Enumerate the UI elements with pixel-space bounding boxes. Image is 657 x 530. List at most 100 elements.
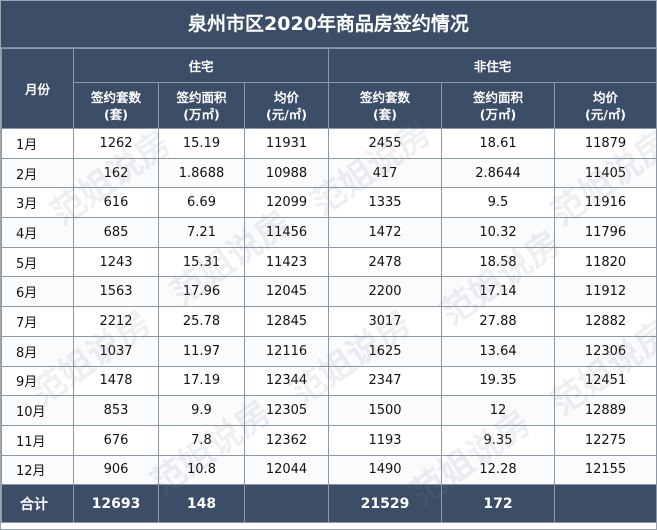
cell-non-price: 12155: [553, 454, 657, 486]
table-row: 10月 853 9.9 12305 1500 12 12889: [1, 395, 657, 426]
header-res-units: 签约套数 (套): [73, 82, 159, 129]
header-non-area-unit: (万㎡): [479, 106, 517, 122]
table-title: 泉州市区2020年商品房签约情况: [1, 1, 656, 48]
cell-non-price: 11820: [553, 246, 657, 278]
table-row: 12月 906 10.8 12044 1490 12.28 12155: [1, 454, 657, 486]
cell-res-units: 676: [73, 424, 159, 456]
cell-res-units: 162: [73, 157, 159, 189]
header-res-units-label: 签约套数: [90, 89, 141, 105]
cell-non-area: 9.35: [441, 424, 555, 456]
total-row: 合计 12693 148 21529 172: [1, 484, 657, 524]
cell-non-price: 12275: [553, 424, 657, 456]
header-non-price-unit: (元/㎡): [585, 106, 627, 122]
cell-month: 9月: [1, 365, 74, 397]
cell-res-price: 12045: [244, 276, 329, 308]
header-res-area: 签约面积 (万㎡): [158, 82, 245, 129]
cell-non-area: 2.8644: [441, 157, 555, 189]
cell-res-units: 853: [73, 395, 159, 426]
cell-non-area: 18.61: [441, 128, 555, 159]
cell-non-units: 1193: [328, 424, 442, 456]
cell-non-price: 12882: [553, 306, 657, 337]
cell-res-area: 6.69: [158, 187, 245, 219]
cell-month: 3月: [1, 187, 74, 219]
header-res-units-unit: (套): [104, 106, 128, 122]
cell-res-price: 11931: [244, 128, 329, 159]
cell-non-price: 12451: [553, 365, 657, 397]
cell-res-area: 9.9: [158, 395, 245, 426]
cell-res-area: 15.19: [158, 128, 245, 159]
cell-non-units: 2478: [328, 246, 442, 278]
header-res-price-unit: (元/㎡): [266, 106, 307, 122]
cell-non-area: 13.64: [441, 335, 555, 367]
header-non-residential: 非住宅: [327, 48, 657, 83]
table-row: 5月 1243 15.31 11423 2478 18.58 11820: [1, 246, 657, 278]
cell-non-units: 1335: [328, 187, 442, 219]
cell-res-units: 1563: [73, 276, 159, 308]
total-non-units: 21529: [328, 484, 442, 524]
header-res-price: 均价 (元/㎡): [244, 82, 329, 129]
total-res-units: 12693: [73, 484, 159, 524]
cell-non-units: 3017: [328, 306, 442, 337]
total-non-area: 172: [441, 484, 555, 524]
cell-non-units: 2347: [328, 365, 442, 397]
cell-res-price: 12099: [244, 187, 329, 219]
cell-non-units: 2200: [328, 276, 442, 308]
cell-non-units: 417: [328, 157, 442, 189]
cell-res-price: 12044: [244, 454, 329, 486]
table-row: 3月 616 6.69 12099 1335 9.5 11916: [1, 187, 657, 219]
cell-res-units: 1478: [73, 365, 159, 397]
cell-res-units: 685: [73, 217, 159, 248]
table-row: 1月 1262 15.19 11931 2455 18.61 11879: [1, 128, 657, 159]
cell-non-price: 11879: [553, 128, 657, 159]
table-row: 6月 1563 17.96 12045 2200 17.14 11912: [1, 276, 657, 308]
cell-res-price: 12116: [244, 335, 329, 367]
cell-month: 2月: [1, 157, 74, 189]
table-row: 8月 1037 11.97 12116 1625 13.64 12306: [1, 335, 657, 367]
table-row: 4月 685 7.21 11456 1472 10.32 11796: [1, 217, 657, 248]
cell-non-area: 17.14: [441, 276, 555, 308]
header-non-area-label: 签约面积: [472, 89, 523, 105]
cell-month: 8月: [1, 335, 74, 367]
cell-non-units: 1490: [328, 454, 442, 486]
cell-non-area: 10.32: [441, 217, 555, 248]
cell-res-area: 1.8688: [158, 157, 245, 189]
cell-res-price: 12362: [244, 424, 329, 456]
header-non-units-label: 签约套数: [359, 89, 410, 105]
sales-table: 月份 住宅 非住宅 签约套数 (套) 签约面积 (万㎡) 均价 (元/㎡): [1, 48, 657, 524]
header-non-units: 签约套数 (套): [328, 82, 442, 129]
cell-month: 10月: [1, 395, 74, 426]
cell-non-area: 12.28: [441, 454, 555, 486]
cell-res-area: 10.8: [158, 454, 245, 486]
cell-month: 1月: [1, 128, 74, 159]
cell-non-units: 2455: [328, 128, 442, 159]
cell-res-area: 11.97: [158, 335, 245, 367]
cell-res-price: 11423: [244, 246, 329, 278]
cell-res-area: 7.8: [158, 424, 245, 456]
total-res-price: [244, 484, 329, 524]
cell-non-price: 11916: [553, 187, 657, 219]
table-body: 1月 1262 15.19 11931 2455 18.61 11879 2月 162 1.868…: [1, 128, 657, 524]
cell-non-area: 12: [441, 395, 555, 426]
cell-res-price: 12344: [244, 365, 329, 397]
cell-non-units: 1500: [328, 395, 442, 426]
total-res-area: 148: [158, 484, 245, 524]
table-row: 2月 162 1.8688 10988 417 2.8644 11405: [1, 157, 657, 189]
header-res-area-unit: (万㎡): [183, 106, 220, 122]
header-res-price-label: 均价: [273, 89, 299, 105]
cell-res-area: 7.21: [158, 217, 245, 248]
cell-month: 7月: [1, 306, 74, 337]
cell-non-units: 1625: [328, 335, 442, 367]
header-res-area-label: 签约面积: [176, 89, 227, 105]
header-residential: 住宅: [73, 48, 329, 83]
table-row: 9月 1478 17.19 12344 2347 19.35 12451: [1, 365, 657, 397]
cell-non-units: 1472: [328, 217, 442, 248]
total-non-price: [553, 484, 657, 524]
cell-non-area: 27.88: [441, 306, 555, 337]
cell-month: 6月: [1, 276, 74, 308]
cell-month: 5月: [1, 246, 74, 278]
cell-non-price: 12306: [553, 335, 657, 367]
header-month: 月份: [1, 48, 74, 129]
cell-res-price: 10988: [244, 157, 329, 189]
cell-res-units: 616: [73, 187, 159, 219]
cell-non-area: 19.35: [441, 365, 555, 397]
